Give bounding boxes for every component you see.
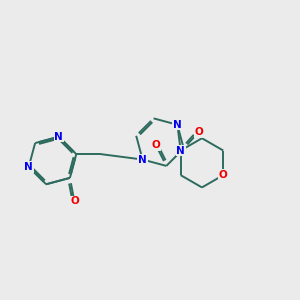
Text: O: O bbox=[219, 170, 228, 180]
Text: O: O bbox=[194, 127, 203, 137]
Text: N: N bbox=[173, 120, 182, 130]
Text: N: N bbox=[138, 154, 147, 164]
Text: O: O bbox=[70, 196, 79, 206]
Text: N: N bbox=[24, 162, 33, 172]
Text: O: O bbox=[152, 140, 160, 150]
Text: N: N bbox=[176, 146, 185, 155]
Text: N: N bbox=[55, 132, 63, 142]
